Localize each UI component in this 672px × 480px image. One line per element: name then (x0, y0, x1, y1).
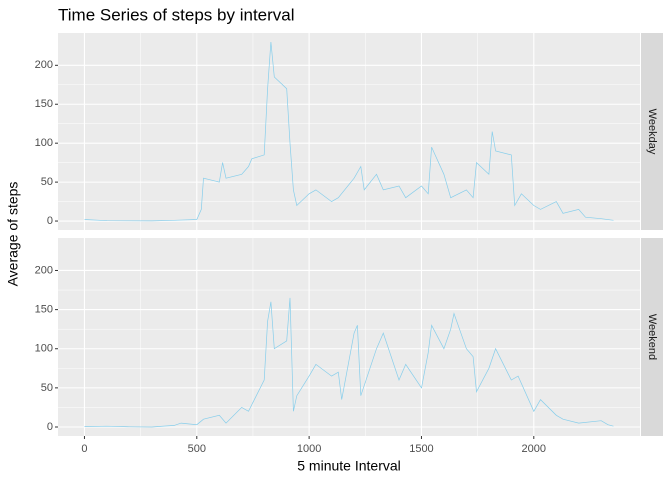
line (84, 297, 614, 428)
x-tick-label: 500 (188, 443, 206, 455)
x-tick-label: 1500 (409, 443, 433, 455)
y-tick-label: 150 (35, 304, 53, 316)
strip-label: Weekday (646, 109, 658, 155)
x-tick-label: 2000 (522, 443, 546, 455)
line (84, 41, 614, 222)
x-tick-label: 0 (81, 443, 87, 455)
y-tick-label: 0 (47, 421, 53, 433)
y-tick-label: 200 (35, 264, 53, 276)
chart-title: Time Series of steps by interval (58, 5, 295, 24)
y-axis-title: Average of steps (5, 182, 21, 287)
panel-background (58, 238, 640, 436)
x-tick-label: 1000 (297, 443, 321, 455)
x-axis-title: 5 minute Interval (297, 458, 401, 474)
y-tick-label: 50 (41, 382, 53, 394)
y-tick-label: 100 (35, 137, 53, 149)
y-tick-label: 50 (41, 176, 53, 188)
strip-label: Weekend (646, 314, 658, 360)
panel-background (58, 33, 640, 230)
y-tick-label: 150 (35, 98, 53, 110)
strip-background (641, 33, 663, 230)
y-tick-label: 0 (47, 215, 53, 227)
y-tick-label: 100 (35, 343, 53, 355)
strip-background (641, 238, 663, 436)
y-tick-label: 200 (35, 59, 53, 71)
